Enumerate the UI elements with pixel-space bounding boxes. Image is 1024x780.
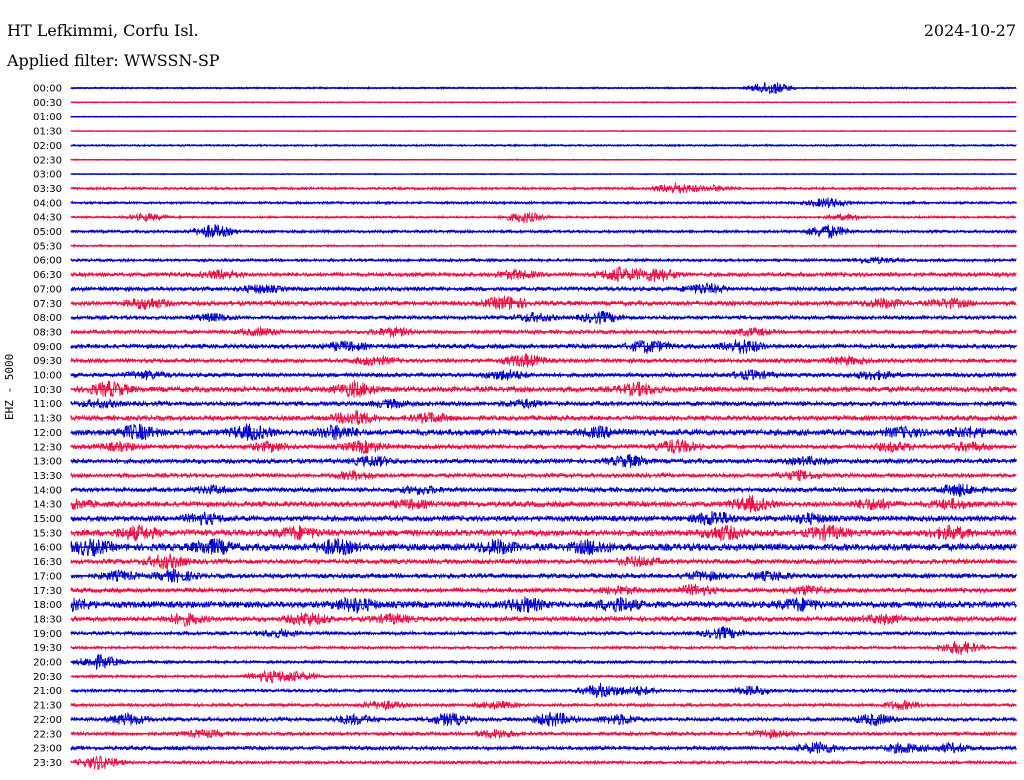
time-tick-label: 01:30: [33, 127, 62, 138]
time-tick-label: 11:00: [33, 399, 62, 410]
time-tick-label: 15:00: [33, 514, 62, 525]
time-tick-label: 19:30: [33, 643, 62, 654]
time-tick-label: 18:00: [33, 600, 62, 611]
time-tick-label: 10:00: [33, 371, 62, 382]
time-tick-label: 01:00: [33, 112, 62, 123]
time-tick-label: 20:00: [33, 658, 62, 669]
time-tick-label: 16:30: [33, 557, 62, 568]
time-tick-label: 05:00: [33, 227, 62, 238]
time-tick-label: 22:00: [33, 715, 62, 726]
time-tick-label: 12:00: [33, 428, 62, 439]
time-tick-label: 03:30: [33, 184, 62, 195]
time-tick-label: 09:00: [33, 342, 62, 353]
time-tick-label: 06:00: [33, 256, 62, 267]
time-tick-label: 03:00: [33, 170, 62, 181]
time-tick-label: 14:30: [33, 500, 62, 511]
time-tick-label: 21:30: [33, 701, 62, 712]
time-tick-label: 08:00: [33, 313, 62, 324]
seismic-trace-line: [70, 211, 1017, 224]
seismic-trace-line: [70, 494, 1017, 513]
time-tick-label: 12:30: [33, 442, 62, 453]
time-tick-label: 07:00: [33, 284, 62, 295]
date-label: 2024-10-27: [923, 21, 1016, 40]
seismic-trace-line: [70, 325, 1017, 338]
seismic-trace-line: [70, 483, 1017, 497]
time-tick-label: 05:30: [33, 241, 62, 252]
time-tick-label: 17:30: [33, 586, 62, 597]
time-tick-label: 04:30: [33, 213, 62, 224]
time-tick-label: 13:30: [33, 471, 62, 482]
time-tick-label: 10:30: [33, 385, 62, 396]
time-tick-label: 18:30: [33, 614, 62, 625]
time-tick-label: 20:30: [33, 672, 62, 683]
time-tick-label: 02:30: [33, 155, 62, 166]
time-tick-label: 08:30: [33, 327, 62, 338]
time-tick-label: 22:30: [33, 729, 62, 740]
time-tick-label: 06:30: [33, 270, 62, 281]
seismic-trace-line: [70, 369, 1017, 381]
time-tick-label: 09:30: [33, 356, 62, 367]
time-tick-label: 04:00: [33, 198, 62, 209]
time-tick-label: 13:00: [33, 457, 62, 468]
time-tick-label: 16:00: [33, 543, 62, 554]
seismic-trace-line: [70, 537, 1017, 558]
time-tick-label: 19:00: [33, 629, 62, 640]
seismic-trace-line: [70, 583, 1017, 597]
time-tick-label: 11:30: [33, 414, 62, 425]
time-tick-label: 23:30: [33, 758, 62, 769]
time-tick-label: 23:00: [33, 744, 62, 755]
time-tick-label: 00:00: [33, 84, 62, 95]
time-tick-label: 21:00: [33, 686, 62, 697]
time-tick-label: 14:00: [33, 485, 62, 496]
time-tick-label: 02:00: [33, 141, 62, 152]
time-tick-label: 00:30: [33, 98, 62, 109]
station-title: HT Lefkimmi, Corfu Isl.: [7, 21, 199, 40]
time-tick-label: 17:00: [33, 571, 62, 582]
filter-label: Applied filter: WWSSN-SP: [7, 51, 220, 70]
time-tick-label: 07:30: [33, 299, 62, 310]
time-tick-label: 15:30: [33, 528, 62, 539]
